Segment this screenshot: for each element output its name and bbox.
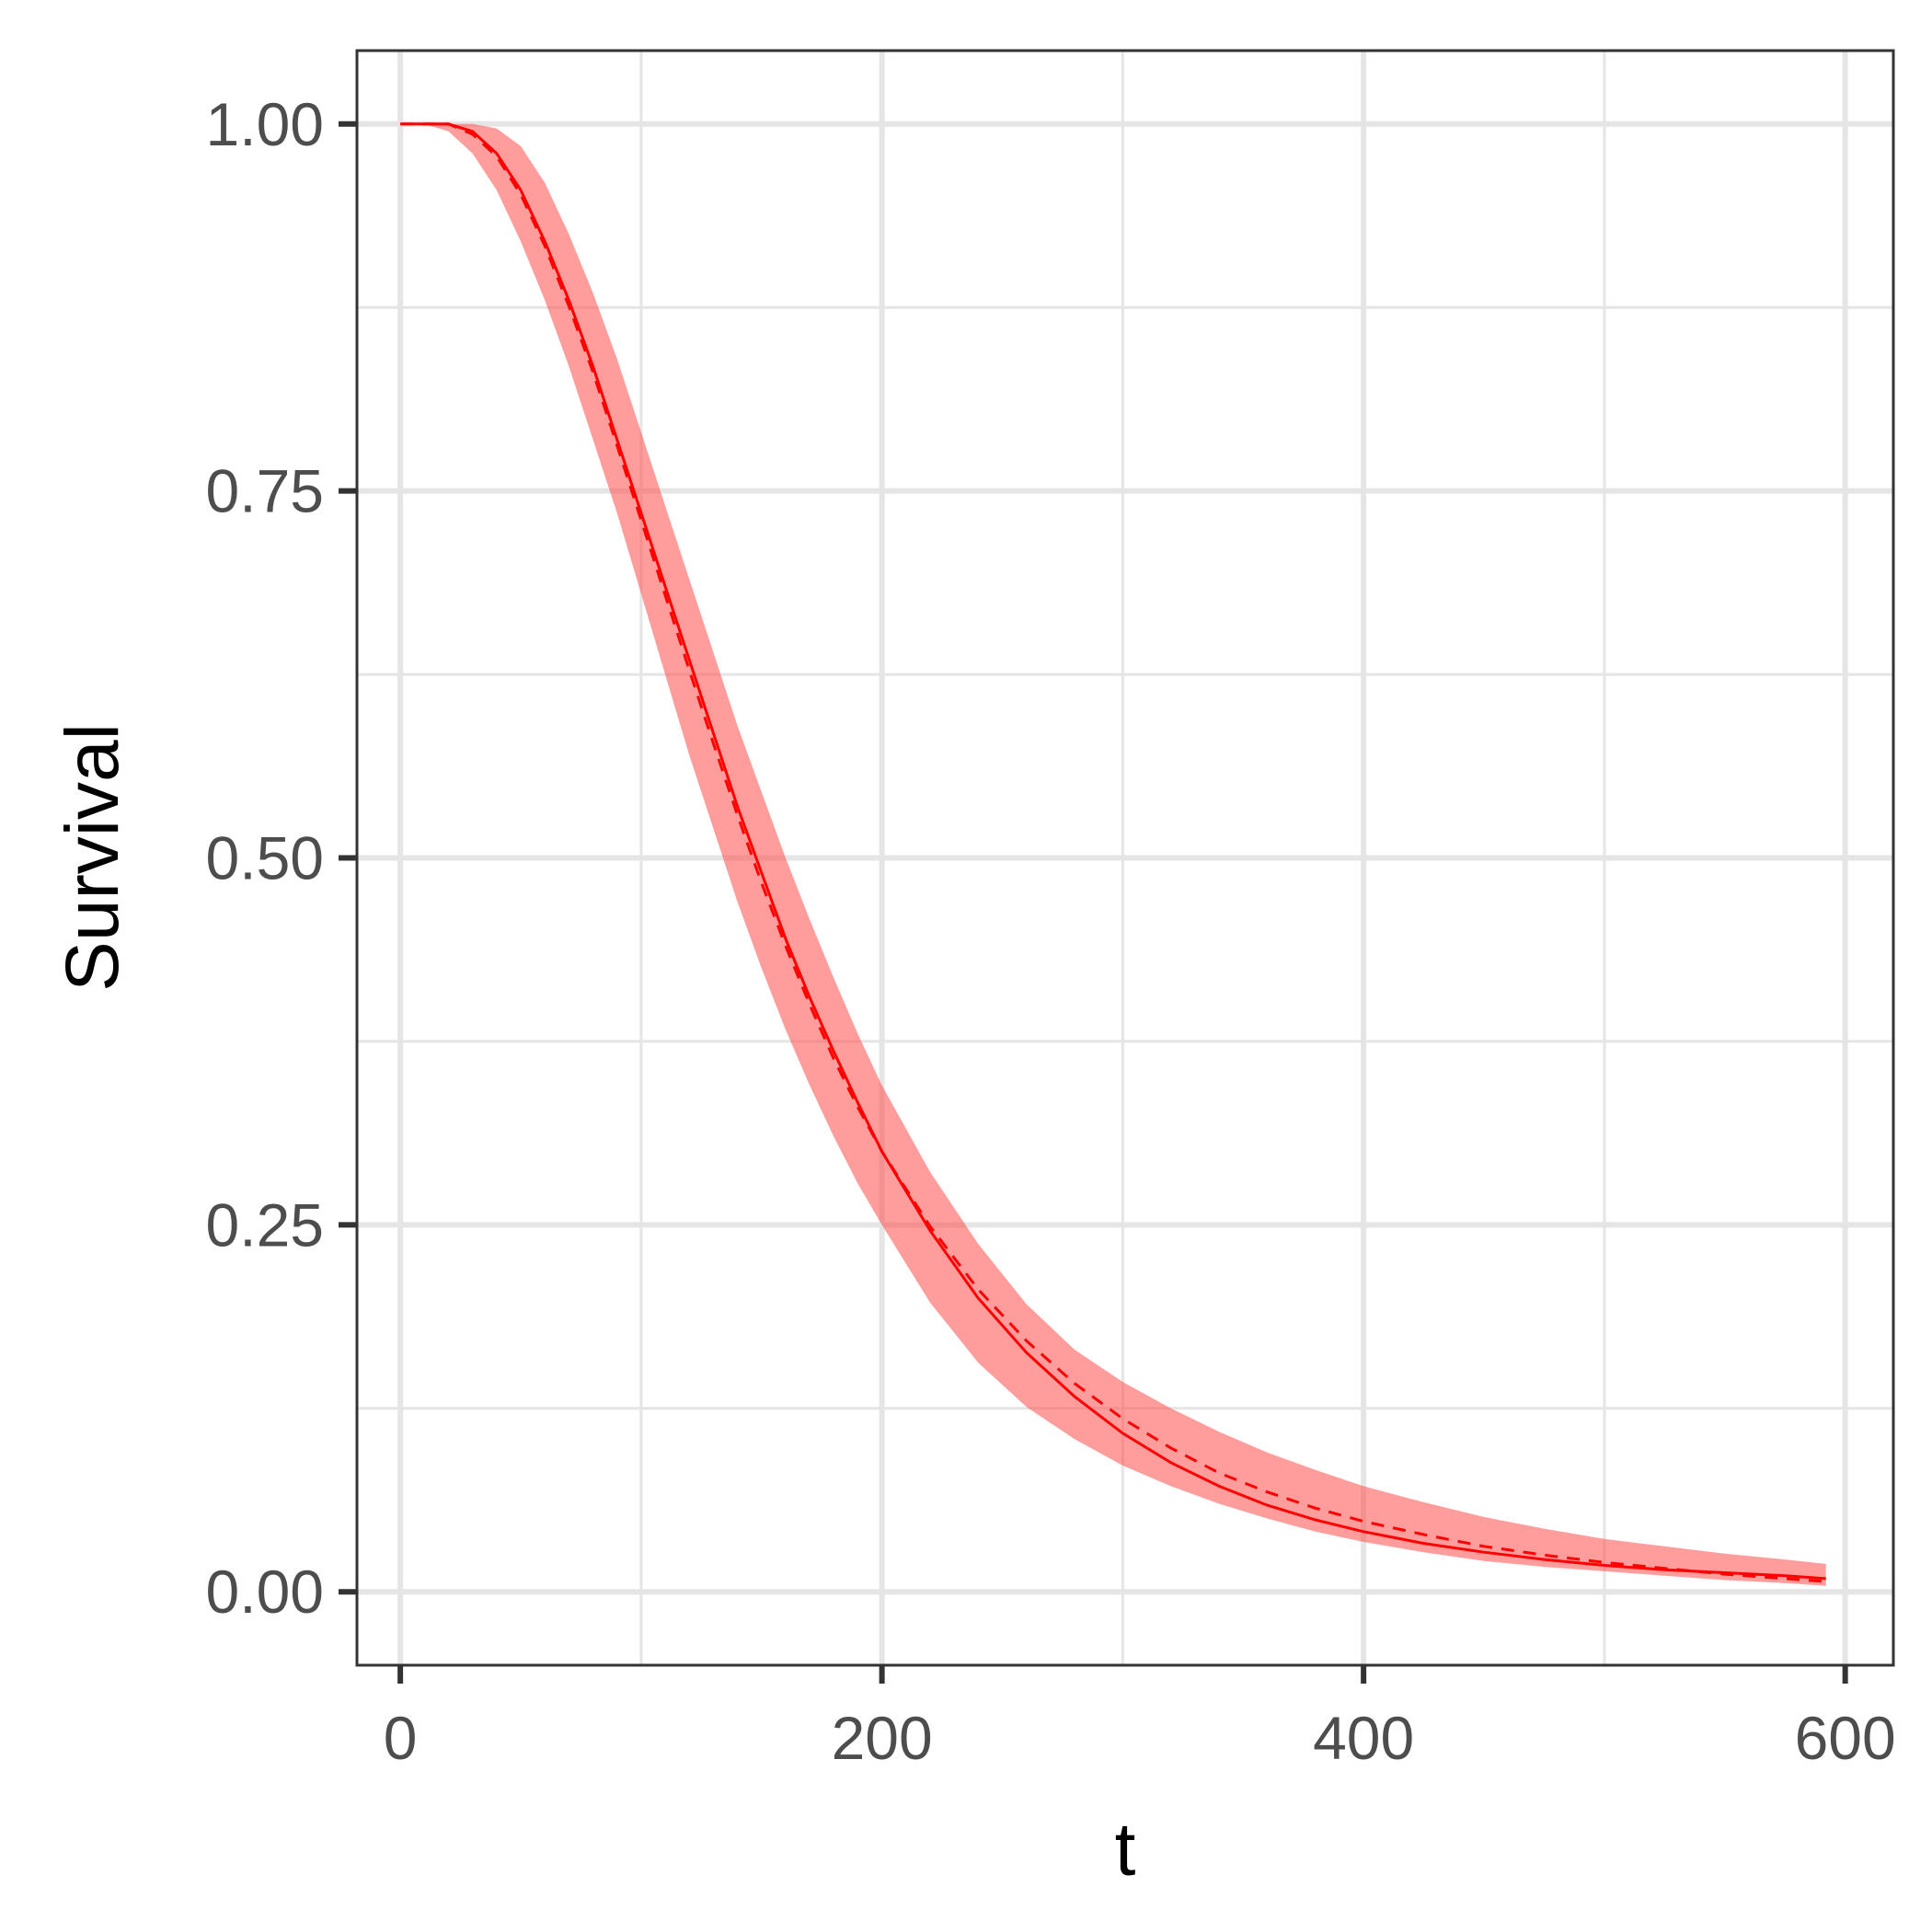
series-line-solid [400, 122, 1826, 1581]
series-line-dashed [400, 122, 1826, 1583]
x-tick-label: 200 [832, 1704, 933, 1772]
x-tick-label: 0 [384, 1704, 418, 1772]
y-tick-label: 0.00 [206, 1558, 324, 1626]
grid-lines [357, 51, 1893, 1665]
y-tick-label: 0.25 [206, 1190, 324, 1259]
y-axis-title: Survival [51, 723, 134, 992]
x-tick-label: 400 [1313, 1704, 1414, 1772]
x-axis-title: t [1115, 1808, 1136, 1892]
axes: 0 200 400 600 0.00 0.25 0.50 0.75 1.00 [206, 90, 1896, 1772]
y-tick-label: 0.50 [206, 824, 324, 892]
y-tick-label: 1.00 [206, 90, 324, 158]
confidence-band [400, 123, 1826, 1586]
y-tick-label: 0.75 [206, 457, 324, 525]
x-tick-label: 600 [1795, 1704, 1896, 1772]
